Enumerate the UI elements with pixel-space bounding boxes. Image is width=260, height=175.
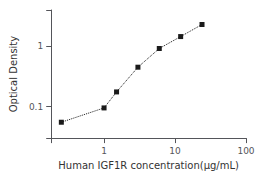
svg-text:1: 1 bbox=[101, 146, 107, 156]
svg-text:1: 1 bbox=[37, 41, 43, 51]
svg-text:10: 10 bbox=[169, 146, 181, 156]
svg-text:100: 100 bbox=[237, 146, 254, 156]
svg-text:Human IGF1R concentration(μg/m: Human IGF1R concentration(μg/mL) bbox=[58, 160, 239, 171]
svg-text:Optical Density: Optical Density bbox=[8, 36, 19, 113]
svg-text:0.1: 0.1 bbox=[29, 102, 43, 112]
